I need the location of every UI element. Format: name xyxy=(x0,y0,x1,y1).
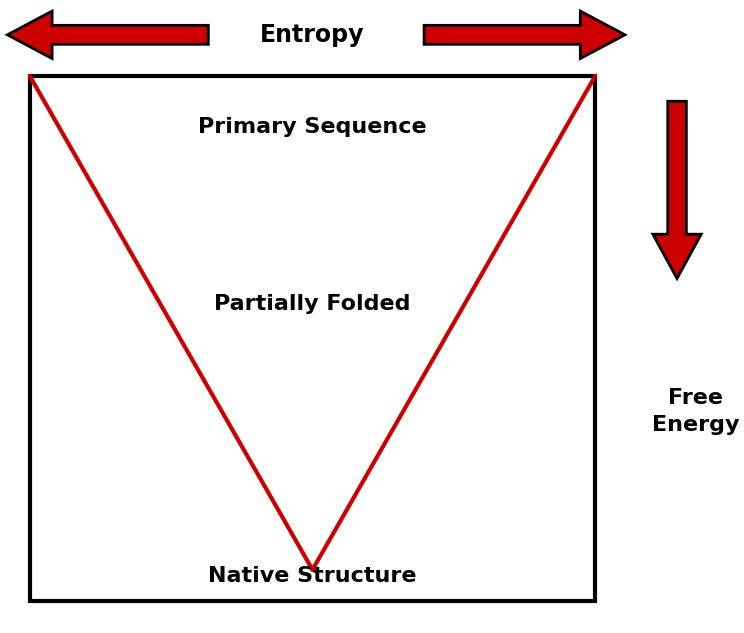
FancyArrow shape xyxy=(424,11,625,59)
Text: Entropy: Entropy xyxy=(260,23,365,47)
FancyArrow shape xyxy=(7,11,208,59)
FancyArrow shape xyxy=(653,101,702,279)
Text: Primary Sequence: Primary Sequence xyxy=(198,116,427,137)
Text: Partially Folded: Partially Folded xyxy=(214,294,411,314)
Text: Free
Energy: Free Energy xyxy=(652,388,740,435)
Text: Native Structure: Native Structure xyxy=(208,566,417,586)
